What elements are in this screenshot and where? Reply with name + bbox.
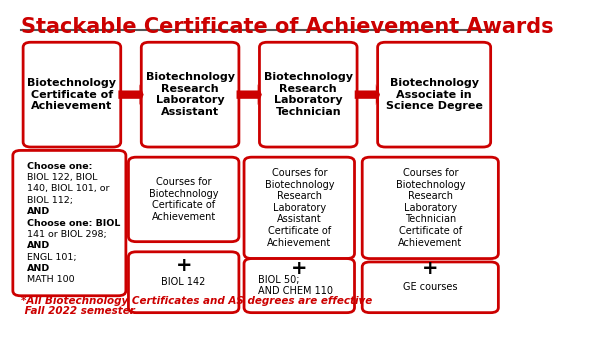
FancyBboxPatch shape [128,157,239,242]
Text: +: + [291,259,308,278]
Text: BIOL 50;
AND CHEM 110: BIOL 50; AND CHEM 110 [258,275,333,296]
Text: ENGL 101;: ENGL 101; [27,253,76,262]
Text: Courses for
Biotechnology
Research
Laboratory
Assistant
Certificate of
Achieveme: Courses for Biotechnology Research Labor… [265,168,334,248]
Text: AND: AND [27,207,50,216]
FancyBboxPatch shape [244,157,355,259]
FancyBboxPatch shape [13,150,126,296]
FancyBboxPatch shape [128,252,239,313]
Text: *All Biotechnology Certificates and AS degrees are effective: *All Biotechnology Certificates and AS d… [20,296,372,306]
Text: 141 or BIOL 298;: 141 or BIOL 298; [27,230,106,239]
Text: Biotechnology
Certificate of
Achievement: Biotechnology Certificate of Achievement [28,78,116,111]
Text: Fall 2022 semester.: Fall 2022 semester. [20,306,137,316]
Text: BIOL 142: BIOL 142 [161,277,206,287]
Text: Biotechnology
Research
Laboratory
Assistant: Biotechnology Research Laboratory Assist… [146,72,235,117]
Text: AND: AND [27,241,50,250]
FancyBboxPatch shape [244,259,355,313]
FancyBboxPatch shape [259,42,357,147]
Text: Biotechnology
Associate in
Science Degree: Biotechnology Associate in Science Degre… [386,78,482,111]
Text: Courses for
Biotechnology
Certificate of
Achievement: Courses for Biotechnology Certificate of… [149,177,218,222]
Text: Stackable Certificate of Achievement Awards: Stackable Certificate of Achievement Awa… [20,17,553,37]
Text: BIOL 112;: BIOL 112; [27,196,73,205]
FancyBboxPatch shape [362,262,499,313]
FancyBboxPatch shape [362,157,499,259]
FancyBboxPatch shape [377,42,491,147]
FancyBboxPatch shape [141,42,239,147]
Text: BIOL 122, BIOL: BIOL 122, BIOL [27,173,97,182]
Text: Biotechnology
Research
Laboratory
Technician: Biotechnology Research Laboratory Techni… [264,72,353,117]
Text: GE courses: GE courses [403,282,458,292]
Text: Choose one: BIOL: Choose one: BIOL [27,219,120,227]
Text: Choose one:: Choose one: [27,162,92,171]
Text: AND: AND [27,264,50,273]
Text: 140, BIOL 101, or: 140, BIOL 101, or [27,185,109,193]
Text: +: + [175,256,192,275]
Text: MATH 100: MATH 100 [27,275,74,284]
Text: +: + [422,259,439,278]
Text: Courses for
Biotechnology
Research
Laboratory
Technician
Certificate of
Achievem: Courses for Biotechnology Research Labor… [395,168,465,248]
FancyBboxPatch shape [23,42,121,147]
